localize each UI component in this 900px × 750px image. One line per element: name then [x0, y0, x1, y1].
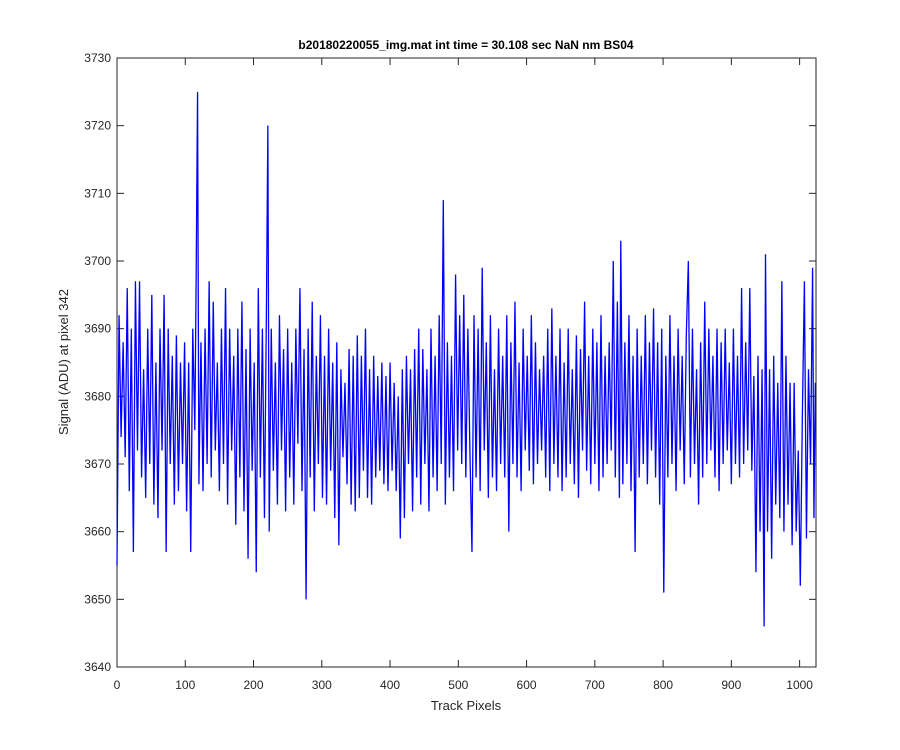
- y-tick-label: 3640: [84, 660, 111, 674]
- x-tick-label: 0: [114, 678, 121, 692]
- x-tick-label: 600: [517, 678, 537, 692]
- y-tick-label: 3670: [84, 457, 111, 471]
- series-line-0: [116, 91, 816, 627]
- y-tick-label: 3720: [84, 119, 111, 133]
- y-axis-label: Signal (ADU) at pixel 342: [56, 289, 71, 435]
- x-tick-label: 200: [244, 678, 264, 692]
- chart-title: b20180220055_img.mat int time = 30.108 s…: [298, 38, 634, 52]
- y-tick-label: 3680: [84, 389, 111, 403]
- y-tick-label: 3730: [84, 51, 111, 65]
- x-tick-label: 400: [380, 678, 400, 692]
- x-tick-label: 500: [448, 678, 468, 692]
- y-tick-label: 3710: [84, 186, 111, 200]
- x-tick-label: 1000: [786, 678, 813, 692]
- x-tick-label: 700: [585, 678, 605, 692]
- y-tick-labels: 3640 3650 3660 3670 3680 3690 3700 3710 3720 3730: [84, 51, 111, 674]
- x-tick-labels: 0 100 200 300 400 500 600 700 800 900 1000: [114, 678, 814, 692]
- x-tick-label: 900: [721, 678, 741, 692]
- x-tick-label: 100: [175, 678, 195, 692]
- y-tick-label: 3660: [84, 525, 111, 539]
- y-tick-label: 3690: [84, 322, 111, 336]
- x-tick-label: 800: [653, 678, 673, 692]
- series-layer: [116, 91, 816, 627]
- x-axis-label: Track Pixels: [431, 698, 502, 713]
- y-tick-label: 3650: [84, 592, 111, 606]
- y-tick-label: 3700: [84, 254, 111, 268]
- x-tick-label: 300: [312, 678, 332, 692]
